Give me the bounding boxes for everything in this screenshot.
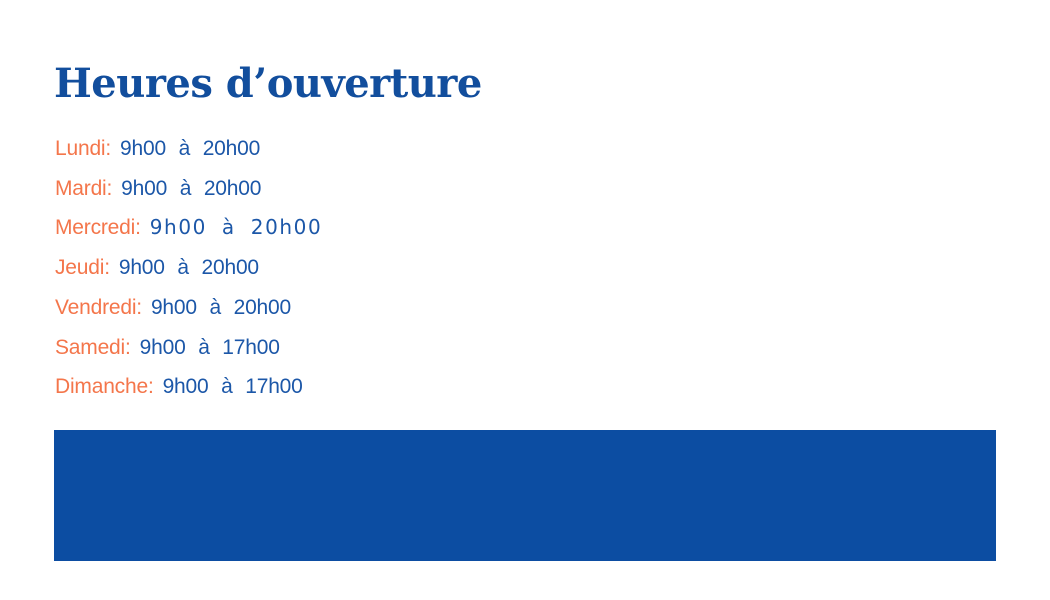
hours-row-dimanche: Dimanche: 9h00 à 17h00: [55, 367, 322, 407]
blue-banner: [54, 430, 996, 561]
time-value: 9h00 à 17h00: [139, 335, 280, 359]
hours-row-vendredi: Vendredi: 9h00 à 20h00: [55, 288, 322, 328]
hours-row-lundi: Lundi: 9h00 à 20h00: [55, 129, 322, 169]
day-label: Samedi:: [55, 335, 131, 359]
hours-row-mercredi: Mercredi: 9h00 à 20h00: [55, 208, 322, 248]
time-value: 9h00 à 20h00: [150, 295, 291, 319]
time-value: 9h00 à 20h00: [120, 137, 261, 160]
day-label: Vendredi:: [55, 295, 142, 319]
time-value: 9h00 à 20h00: [149, 215, 323, 240]
time-value: 9h00 à 20h00: [121, 176, 262, 200]
hours-row-jeudi: Jeudi: 9h00 à 20h00: [55, 248, 322, 288]
hours-row-samedi: Samedi: 9h00 à 17h00: [55, 328, 322, 368]
time-value: 9h00 à 17h00: [162, 375, 303, 399]
hours-row-mardi: Mardi: 9h00 à 20h00: [55, 169, 322, 209]
day-label: Mercredi:: [55, 216, 141, 240]
day-label: Dimanche:: [55, 375, 154, 399]
opening-hours-list: Lundi: 9h00 à 20h00 Mardi: 9h00 à 20h00 Me…: [55, 129, 322, 407]
day-label: Lundi:: [55, 137, 112, 160]
page-title: Heures d’ouverture: [54, 60, 482, 107]
day-label: Mardi:: [55, 176, 113, 200]
time-value: 9h00 à 20h00: [118, 256, 259, 280]
day-label: Jeudi:: [55, 256, 110, 280]
